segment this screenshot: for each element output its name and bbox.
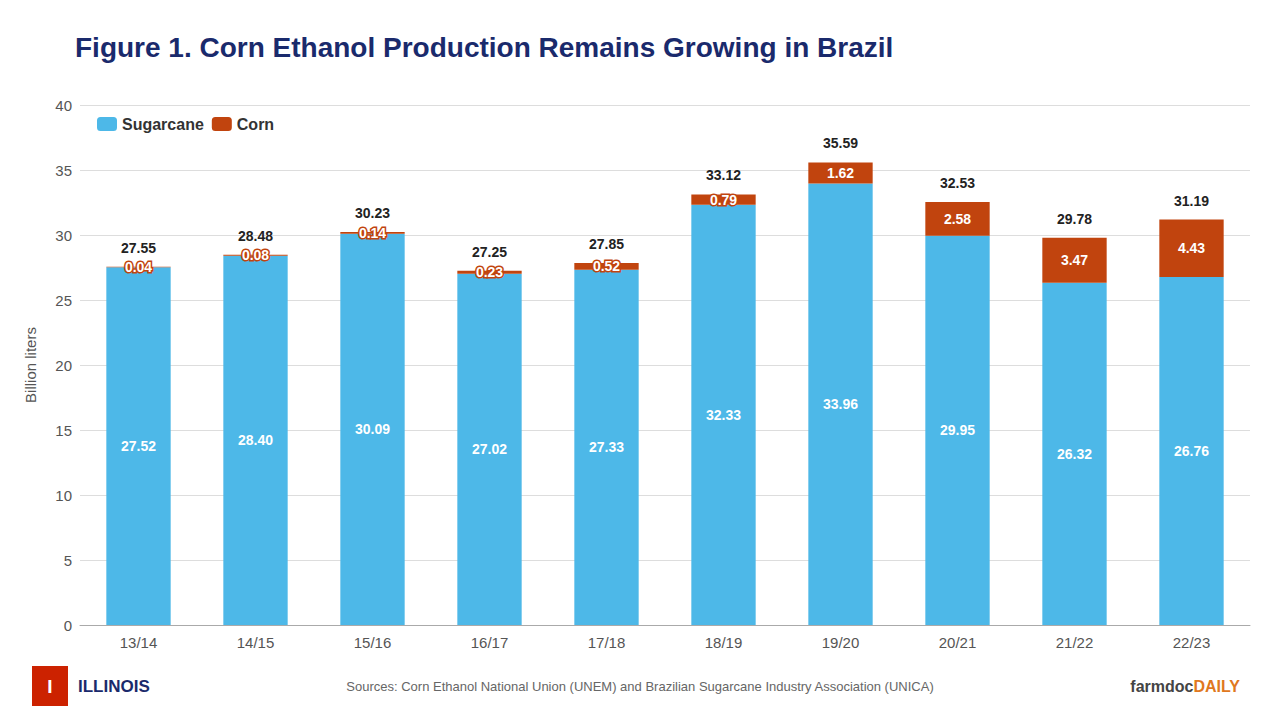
svg-text:0.14: 0.14 bbox=[359, 225, 386, 241]
svg-text:16/17: 16/17 bbox=[471, 634, 509, 651]
svg-text:DAILY: DAILY bbox=[1193, 678, 1240, 695]
svg-text:27.33: 27.33 bbox=[589, 439, 624, 455]
svg-text:0.52: 0.52 bbox=[593, 258, 620, 274]
svg-text:13/14: 13/14 bbox=[120, 634, 158, 651]
svg-text:35: 35 bbox=[55, 162, 72, 179]
svg-text:15/16: 15/16 bbox=[354, 634, 392, 651]
svg-text:27.85: 27.85 bbox=[589, 236, 624, 252]
svg-text:26.32: 26.32 bbox=[1057, 446, 1092, 462]
svg-text:Sugarcane: Sugarcane bbox=[122, 116, 204, 133]
svg-text:25: 25 bbox=[55, 292, 72, 309]
svg-text:20/21: 20/21 bbox=[939, 634, 977, 651]
svg-text:28.40: 28.40 bbox=[238, 432, 273, 448]
svg-text:3.47: 3.47 bbox=[1061, 252, 1088, 268]
svg-text:31.19: 31.19 bbox=[1174, 193, 1209, 209]
svg-text:20: 20 bbox=[55, 357, 72, 374]
svg-text:27.52: 27.52 bbox=[121, 438, 156, 454]
svg-text:33.96: 33.96 bbox=[823, 396, 858, 412]
svg-text:40: 40 bbox=[55, 97, 72, 114]
svg-text:5: 5 bbox=[64, 552, 72, 569]
svg-text:1.62: 1.62 bbox=[827, 165, 854, 181]
svg-text:33.12: 33.12 bbox=[706, 167, 741, 183]
svg-text:I: I bbox=[47, 676, 52, 697]
svg-text:10: 10 bbox=[55, 487, 72, 504]
svg-text:19/20: 19/20 bbox=[822, 634, 860, 651]
svg-text:farmdoc: farmdoc bbox=[1130, 678, 1193, 695]
svg-text:14/15: 14/15 bbox=[237, 634, 275, 651]
svg-text:17/18: 17/18 bbox=[588, 634, 626, 651]
svg-text:Figure 1. Corn Ethanol Product: Figure 1. Corn Ethanol Production Remain… bbox=[75, 32, 893, 63]
svg-text:28.48: 28.48 bbox=[238, 228, 273, 244]
svg-text:29.95: 29.95 bbox=[940, 422, 975, 438]
svg-text:18/19: 18/19 bbox=[705, 634, 743, 651]
svg-text:0.04: 0.04 bbox=[125, 259, 152, 275]
svg-text:4.43: 4.43 bbox=[1178, 240, 1205, 256]
svg-text:0: 0 bbox=[64, 617, 72, 634]
svg-text:21/22: 21/22 bbox=[1056, 634, 1094, 651]
svg-text:27.02: 27.02 bbox=[472, 441, 507, 457]
svg-text:Corn: Corn bbox=[237, 116, 274, 133]
svg-text:35.59: 35.59 bbox=[823, 135, 858, 151]
svg-text:Billion liters: Billion liters bbox=[22, 327, 39, 403]
svg-text:0.79: 0.79 bbox=[710, 192, 737, 208]
svg-text:0.08: 0.08 bbox=[242, 247, 269, 263]
svg-text:32.53: 32.53 bbox=[940, 175, 975, 191]
svg-text:32.33: 32.33 bbox=[706, 407, 741, 423]
svg-text:ILLINOIS: ILLINOIS bbox=[78, 677, 150, 696]
svg-text:26.76: 26.76 bbox=[1174, 443, 1209, 459]
svg-text:Sources: Corn Ethanol National: Sources: Corn Ethanol National Union (UN… bbox=[346, 679, 933, 694]
svg-text:2.58: 2.58 bbox=[944, 211, 971, 227]
svg-text:30.09: 30.09 bbox=[355, 421, 390, 437]
svg-text:22/23: 22/23 bbox=[1173, 634, 1211, 651]
svg-text:27.25: 27.25 bbox=[472, 244, 507, 260]
svg-text:29.78: 29.78 bbox=[1057, 211, 1092, 227]
svg-text:30: 30 bbox=[55, 227, 72, 244]
svg-text:0.23: 0.23 bbox=[476, 264, 503, 280]
svg-text:27.55: 27.55 bbox=[121, 240, 156, 256]
svg-text:15: 15 bbox=[55, 422, 72, 439]
svg-text:30.23: 30.23 bbox=[355, 205, 390, 221]
